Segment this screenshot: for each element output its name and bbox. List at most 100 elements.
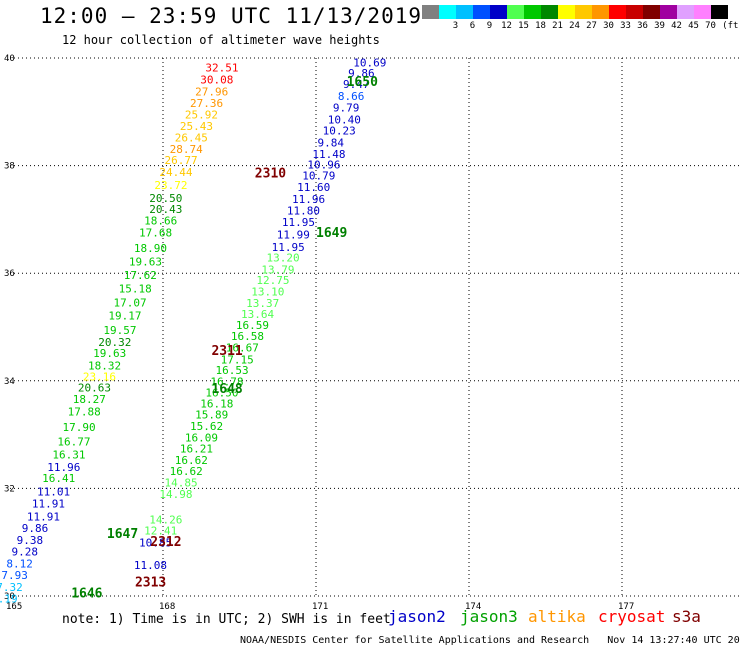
swh-data-label: 18.90: [134, 242, 167, 255]
swh-data-label: 16.58: [231, 330, 264, 343]
swh-data-label: 9.47: [343, 78, 370, 91]
swh-data-label: 27.36: [190, 97, 223, 110]
swh-data-label: 7.93: [1, 569, 28, 582]
swh-data-label: 10.23: [323, 125, 356, 138]
swh-data-label: 9.79: [333, 101, 360, 114]
y-tick-label: 40: [4, 54, 15, 64]
x-tick-label: 171: [312, 602, 328, 612]
swh-data-label: 18.32: [88, 360, 121, 373]
colorbar-tick-label: 39: [654, 21, 665, 31]
y-tick-label: 32: [4, 484, 15, 494]
colorbar-swatch: [626, 5, 643, 19]
swh-data-label: 26.45: [175, 132, 208, 145]
swh-data-label: 16.62: [175, 454, 208, 467]
colorbar-swatch: [677, 5, 694, 19]
swh-data-label: 13.64: [241, 308, 274, 321]
pass-number-label: 2313: [135, 576, 166, 591]
swh-data-label: 14.26: [149, 514, 182, 527]
swh-data-label: 19.17: [108, 310, 141, 323]
swh-data-label: 23.72: [154, 179, 187, 192]
colorbar-swatch: [711, 5, 728, 19]
swh-data-label: 20.32: [98, 336, 131, 349]
colorbar-swatch: [575, 5, 592, 19]
swh-data-label: 16.21: [180, 443, 213, 456]
swh-data-label: 11.96: [47, 461, 80, 474]
satellite-s3a: s3a: [672, 607, 701, 626]
swh-data-label: 11.80: [287, 204, 320, 217]
colorbar-swatch: [592, 5, 609, 19]
swh-data-label: 16.09: [185, 431, 218, 444]
swh-data-label: 19.63: [93, 347, 126, 360]
swh-data-label: 9.28: [12, 545, 39, 558]
swh-data-label: 17.07: [114, 296, 147, 309]
swh-data-label: 9.86: [22, 522, 49, 535]
colorbar-swatch: [609, 5, 626, 19]
swh-data-label: 11.96: [292, 193, 325, 206]
swh-data-label: 26.77: [165, 154, 198, 167]
swh-data-label: 27.96: [195, 85, 228, 98]
swh-data-label: 11.60: [297, 181, 330, 194]
swh-data-label: 9.84: [318, 136, 345, 149]
credit-line: NOAA/NESDIS Center for Satellite Applica…: [240, 635, 740, 646]
swh-data-label: 9.86: [348, 67, 375, 80]
swh-data-label: 16.78: [210, 375, 243, 388]
colorbar-tick-label: 21: [552, 21, 563, 31]
generated-timestamp: Nov 14 13:27:40 UTC 2019: [607, 635, 740, 646]
x-tick-label: 165: [6, 602, 22, 612]
swh-data-label: 19.57: [103, 324, 136, 337]
x-tick-label: 168: [159, 602, 175, 612]
satellite-altika: altika: [528, 607, 586, 626]
swh-data-label: 32.51: [205, 62, 238, 75]
swh-data-label: 11.48: [312, 148, 345, 161]
swh-data-label: 11.08: [134, 559, 167, 572]
swh-data-label: 30.08: [200, 74, 233, 87]
colorbar-swatch: [643, 5, 660, 19]
swh-data-label: 20.50: [149, 192, 182, 205]
swh-data-label: 15.89: [195, 409, 228, 422]
swh-data-label: 16.62: [170, 465, 203, 478]
x-tick-label: 177: [618, 602, 634, 612]
pass-number-label: 2311: [211, 344, 242, 359]
colorbar-tick-label: 70: [705, 21, 716, 31]
swh-data-label: 10.96: [307, 159, 340, 172]
pass-number-label: 1649: [316, 226, 347, 241]
swh-data-label: 11.95: [282, 216, 315, 229]
swh-data-label: 8.12: [6, 558, 33, 571]
swh-data-label: 11.91: [27, 510, 60, 523]
y-tick-label: 36: [4, 269, 15, 279]
credit-text: NOAA/NESDIS Center for Satellite Applica…: [240, 635, 590, 646]
swh-data-label: 17.90: [63, 421, 96, 434]
colorbar-tick-label: 15: [518, 21, 529, 31]
swh-data-label: 12.75: [256, 274, 289, 287]
colorbar-tick-label: 18: [535, 21, 546, 31]
pass-number-label: 1646: [71, 586, 102, 601]
swh-data-label: 13.37: [246, 297, 279, 310]
swh-data-label: 7.32: [0, 581, 23, 594]
swh-data-label: 28.74: [170, 143, 203, 156]
swh-data-label: 10.85: [139, 537, 172, 550]
swh-data-label: 17.68: [139, 226, 172, 239]
pass-number-label: 2310: [255, 167, 286, 182]
colorbar-swatch: [660, 5, 677, 19]
colorbar-swatch: [422, 5, 439, 19]
swh-data-label: 11.99: [277, 228, 310, 241]
y-tick-label: 34: [4, 377, 15, 387]
swh-data-label: 8.66: [338, 90, 365, 103]
colorbar-tick-label: 33: [620, 21, 631, 31]
colorbar-tick-label: 30: [603, 21, 614, 31]
swh-data-label: 16.59: [236, 319, 269, 332]
pass-number-label: 1647: [107, 527, 138, 542]
swh-data-label: 13.79: [261, 263, 294, 276]
swh-data-label: 19.63: [129, 255, 162, 268]
pass-number-label: 1648: [211, 382, 242, 397]
y-tick-label: 30: [4, 592, 15, 602]
colorbar-unit: (ft): [722, 21, 740, 31]
swh-data-label: 16.50: [205, 387, 238, 400]
swh-data-label: 16.53: [216, 364, 249, 377]
colorbar-swatch: [507, 5, 524, 19]
swh-data-label: 7.19: [0, 593, 18, 606]
swh-data-label: 14.85: [165, 476, 198, 489]
x-tick-label: 174: [465, 602, 481, 612]
colorbar-swatch: [490, 5, 507, 19]
